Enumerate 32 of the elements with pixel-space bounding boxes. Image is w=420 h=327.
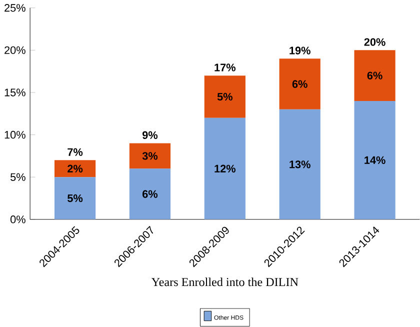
y-tick-label: 5% — [10, 173, 26, 182]
total-label: 17% — [214, 64, 236, 72]
bar — [129, 168, 171, 220]
y-tick-label: 0% — [10, 216, 26, 224]
data-label: 3% — [142, 152, 158, 160]
data-label: 2% — [68, 165, 83, 173]
data-label: 12% — [214, 165, 236, 173]
data-label: 5% — [68, 194, 83, 202]
bar — [129, 143, 171, 169]
bar — [54, 177, 96, 220]
y-tick-label: 25% — [4, 4, 26, 12]
data-label: 13% — [290, 160, 310, 168]
y-tick-label: 20% — [4, 46, 26, 54]
data-label: 6% — [142, 190, 158, 198]
total-label: 9% — [142, 131, 158, 140]
total-label: 7% — [68, 148, 83, 156]
data-label: 14% — [364, 156, 386, 164]
bar — [354, 101, 396, 220]
x-axis-title: Years Enrolled into the DILIN — [151, 278, 298, 286]
bar — [204, 118, 246, 220]
bar — [279, 110, 320, 220]
bar — [204, 76, 246, 118]
data-label: 6% — [367, 72, 382, 80]
data-label: 6% — [292, 80, 308, 88]
total-label: 19% — [290, 46, 310, 55]
bar — [279, 58, 320, 110]
total-label: 20% — [364, 38, 386, 46]
data-label: 5% — [217, 93, 232, 101]
y-tick-label: 15% — [4, 88, 26, 97]
bar — [354, 50, 396, 102]
y-tick-label: 10% — [4, 131, 26, 139]
bar — [54, 160, 96, 178]
